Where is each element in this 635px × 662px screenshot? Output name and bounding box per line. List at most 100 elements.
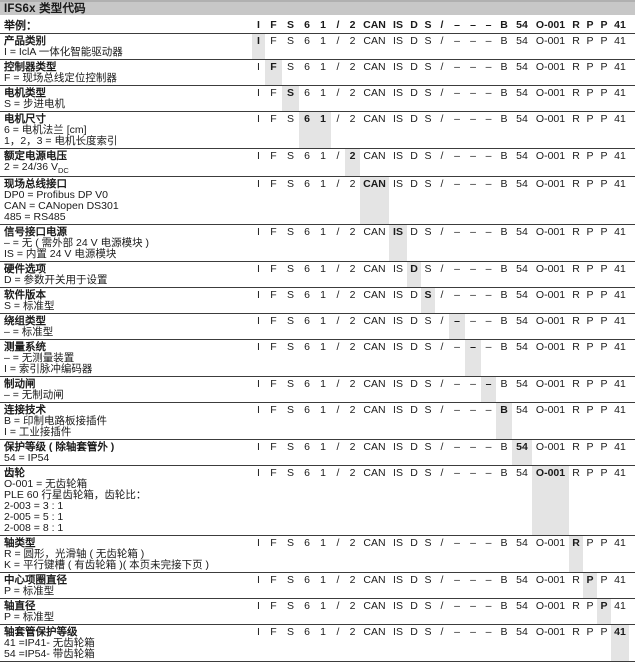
spec-row-label: 连接技术 — [4, 403, 46, 416]
code-cell: P — [586, 314, 594, 327]
code-cell: IS — [393, 403, 403, 416]
code-cell: 54 — [516, 340, 528, 353]
code-cell: / — [440, 262, 444, 275]
code-cell: / — [336, 536, 340, 549]
code-cell: S — [424, 19, 432, 31]
code-cell: D — [410, 377, 418, 390]
spec-row-desc-line: 6 = 电机法兰 [cm] — [4, 124, 87, 136]
code-cell: 6 — [304, 599, 310, 612]
spec-row-desc-line: IS = 内置 24 V 电源模块 — [4, 247, 117, 260]
code-cell: S — [286, 113, 294, 125]
spec-row-desc-line: DP0 = Profibus DP V0 — [4, 188, 108, 201]
spec-row-label-area: 轴直径 P = 标准型 — [4, 599, 252, 624]
code-cell: S — [424, 87, 432, 99]
spec-row-desc-line: – = 无测量装置 — [4, 351, 75, 364]
code-cell: S — [424, 314, 432, 327]
spec-row-label: 轴类型 — [4, 536, 36, 549]
code-cell: – — [485, 262, 492, 275]
spec-row: 连接技术 B = 印制电路板接插件 I = 工业接插件 I F S 6 1/2 CAN IS D S /… — [0, 402, 635, 440]
code-cell: R — [572, 288, 580, 301]
code-cell: 41 — [614, 87, 626, 99]
code-cell: 1 — [320, 150, 326, 162]
code-cell: B — [500, 340, 508, 353]
code-cell: 6 — [304, 35, 310, 47]
code-cell: 41 — [614, 377, 626, 390]
spec-row-label: 额定电源电压 — [4, 150, 67, 162]
code-cell: D — [410, 87, 418, 99]
code-strip: I F S 6 1/2 CAN IS D S / – – – B 54 O-001 R P P 41 — [252, 18, 629, 33]
code-cell: I — [257, 440, 260, 453]
code-cell: 1 — [320, 225, 326, 238]
code-cell: S — [286, 599, 294, 612]
spec-row-desc-line: 2 = 24/36 VDC — [4, 161, 69, 176]
code-cell: F — [270, 150, 277, 162]
code-cell: B — [500, 314, 508, 327]
code-strip: I F S 6 1/2 CAN IS D S / – – – B 54 O-001 R P P 41 — [252, 34, 629, 59]
code-cell: 54 — [516, 599, 528, 612]
code-cell: S — [286, 225, 294, 238]
code-cell: 6 — [304, 536, 310, 549]
code-cell: 1 — [320, 35, 326, 47]
code-cell: 41 — [614, 225, 626, 238]
code-cell: R — [572, 262, 580, 275]
code-cell: – — [470, 599, 476, 612]
code-cell: – — [470, 536, 476, 549]
code-cell: P — [600, 61, 608, 73]
code-cell: 2 — [349, 61, 356, 73]
code-cell: 54 — [516, 177, 528, 190]
code-cell: 41 — [614, 262, 626, 275]
code-cell: CAN — [363, 403, 386, 416]
code-strip: I F S 6 1/2 CAN IS D S / – – – B 54 O-001 R P P 41 — [252, 624, 629, 661]
code-cell: I — [257, 314, 260, 327]
code-cell: / — [336, 377, 340, 390]
code-cell: 54 — [516, 87, 528, 99]
code-cell: 6 — [304, 625, 310, 638]
code-cell: CAN — [363, 288, 386, 301]
code-cell: – — [454, 377, 460, 390]
spec-row: 电机尺寸 6 = 电机法兰 [cm] 1，2，3 = 电机长度索引 I F S 6 1/2 CA… — [0, 112, 635, 149]
code-cell: O-001 — [535, 573, 566, 586]
code-cell: / — [336, 625, 340, 638]
code-cell: 1 — [320, 625, 326, 638]
code-cell: P — [600, 340, 608, 353]
code-cell: S — [286, 61, 294, 73]
code-cell: 1 — [320, 536, 326, 549]
code-cell: / — [336, 288, 340, 301]
code-cell: O-001 — [535, 61, 566, 73]
code-cell: S — [424, 536, 432, 549]
code-cell: 2 — [349, 440, 356, 453]
page-title: IFS6x 类型代码 — [0, 0, 635, 15]
code-cell: 41 — [614, 35, 626, 47]
code-cell: B — [500, 440, 508, 453]
spec-row-desc-line: PLE 60 行星齿轮箱，齿轮比： — [4, 488, 147, 501]
code-cell: I — [257, 377, 260, 390]
code-cell: I — [257, 625, 260, 638]
code-cell: D — [410, 113, 418, 125]
code-cell: S — [424, 225, 432, 238]
code-cell: IS — [393, 87, 403, 99]
code-cell: I — [257, 262, 260, 275]
code-cell: – — [485, 288, 492, 301]
code-cell: / — [336, 466, 340, 479]
code-cell: F — [270, 314, 277, 327]
code-cell: 6 — [304, 19, 310, 31]
code-cell: / — [440, 599, 444, 612]
code-cell: 6 — [304, 377, 310, 390]
spec-row-label-area: 信号接口电源 – = 无 ( 需外部 24 V 电源模块 ) IS = 内置 24 … — [4, 225, 252, 261]
code-cell: P — [600, 466, 608, 479]
code-cell: / — [336, 314, 340, 327]
spec-row-desc-line: 54 =IP54- 带齿轮箱 — [4, 647, 95, 660]
code-cell: F — [270, 440, 277, 453]
spec-row-label: 测量系统 — [4, 340, 46, 353]
code-cell: 41 — [614, 288, 626, 301]
code-cell: P — [600, 177, 608, 190]
code-cell: O-001 — [535, 35, 566, 47]
spec-row: 产品类别 I = IclA 一体化智能驱动器 I F S 6 1/2 CAN IS D S / – – – B… — [0, 34, 635, 60]
code-cell: – — [470, 625, 476, 638]
spec-row-label: 中心项圈直径 — [4, 573, 67, 586]
spec-row-desc-line: – = 无制动闸 — [4, 388, 64, 401]
code-cell: – — [454, 19, 460, 31]
code-cell: 6 — [304, 87, 310, 99]
spec-row-label: 控制器类型 — [4, 61, 57, 73]
code-strip: I F S 6 1/2 CAN IS D S / – – – B 54 O-001 R P P 41 — [252, 261, 629, 287]
